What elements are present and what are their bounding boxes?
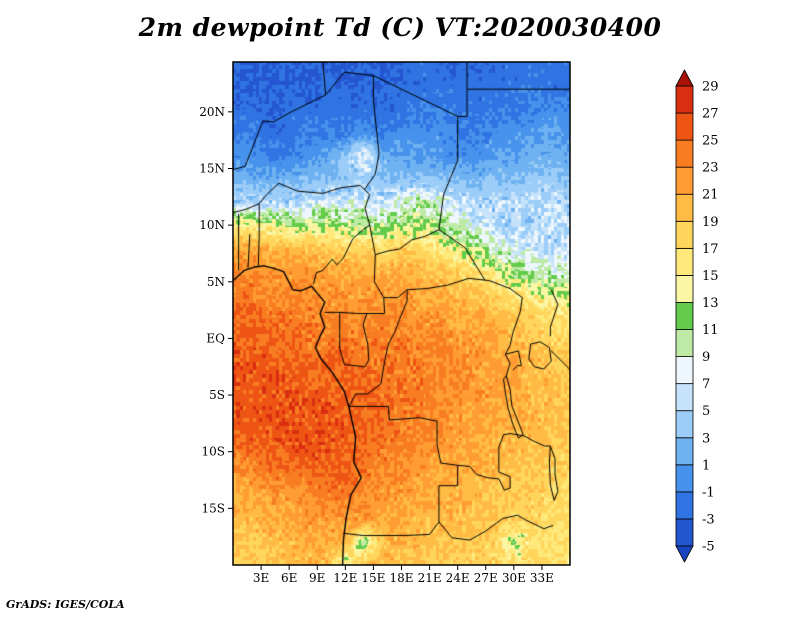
colorbar-arrow-top xyxy=(675,69,694,87)
y-tick-label: 10S xyxy=(202,445,226,459)
colorbar-label: 19 xyxy=(702,215,719,230)
colorbar-label: 21 xyxy=(702,188,719,203)
colorbar-segment xyxy=(675,491,694,520)
colorbar-segment xyxy=(675,302,694,330)
colorbar-label: 9 xyxy=(702,350,710,365)
colorbar-segment xyxy=(675,139,694,168)
colorbar-segment xyxy=(675,518,694,547)
colorbar-label: 29 xyxy=(702,80,719,95)
y-tick-label: 10N xyxy=(199,218,225,232)
y-tick-label: EQ xyxy=(206,331,225,345)
y-tick-label: 15S xyxy=(202,501,226,515)
x-tick-label: 15E xyxy=(361,571,385,585)
x-tick-label: 30E xyxy=(502,571,526,585)
x-tick-label: 3E xyxy=(253,571,269,585)
colorbar-segment xyxy=(675,329,694,357)
colorbar-label: 1 xyxy=(702,458,710,473)
colorbar-label: 17 xyxy=(702,242,719,257)
colorbar-label: -1 xyxy=(702,485,715,500)
x-tick-label: 18E xyxy=(389,571,413,585)
colorbar-label: 27 xyxy=(702,107,719,122)
colorbar-label: 7 xyxy=(702,377,710,392)
x-tick-label: 33E xyxy=(530,571,554,585)
grads-credit: GrADS: IGES/COLA xyxy=(6,598,125,611)
x-tick-label: 9E xyxy=(309,571,325,585)
y-tick-label: 15N xyxy=(199,161,225,175)
chart-title: 2m dewpoint Td (C) VT:2020030400 xyxy=(138,13,662,42)
colorbar-segment xyxy=(675,112,694,141)
colorbar-label: 3 xyxy=(702,431,710,446)
y-tick-label: 5S xyxy=(209,388,225,402)
colorbar-segment xyxy=(675,383,694,412)
colorbar-segment xyxy=(675,410,694,439)
colorbar-label: 25 xyxy=(702,134,719,149)
colorbar-segment xyxy=(675,220,694,249)
y-tick-label: 5N xyxy=(207,275,225,289)
x-tick-label: 27E xyxy=(474,571,498,585)
colorbar-segment xyxy=(675,356,694,385)
y-tick-label: 20N xyxy=(199,105,225,119)
dewpoint-field-canvas xyxy=(233,62,570,565)
colorbar-label: 13 xyxy=(702,296,719,311)
colorbar-label: 15 xyxy=(702,269,719,284)
colorbar-segment xyxy=(675,247,694,276)
colorbar: 29 27 25 23 21 19 17 15 13 11 9 7 5 3 1 -1 -3 -5 xyxy=(675,69,719,563)
colorbar-segment xyxy=(675,193,694,222)
colorbar-segment xyxy=(675,166,694,195)
colorbar-label: -5 xyxy=(702,540,715,555)
colorbar-label: 23 xyxy=(702,161,719,176)
x-tick-label: 12E xyxy=(333,571,357,585)
colorbar-label: -3 xyxy=(702,512,715,527)
colorbar-label: 5 xyxy=(702,404,710,419)
x-tick-label: 21E xyxy=(418,571,442,585)
x-tick-label: 24E xyxy=(446,571,470,585)
colorbar-label: 11 xyxy=(702,323,719,338)
colorbar-segment xyxy=(675,85,694,114)
colorbar-arrow-bottom xyxy=(675,545,694,563)
colorbar-segment xyxy=(675,275,694,303)
colorbar-segment xyxy=(675,464,694,493)
colorbar-segment xyxy=(675,437,694,466)
x-tick-label: 6E xyxy=(281,571,297,585)
